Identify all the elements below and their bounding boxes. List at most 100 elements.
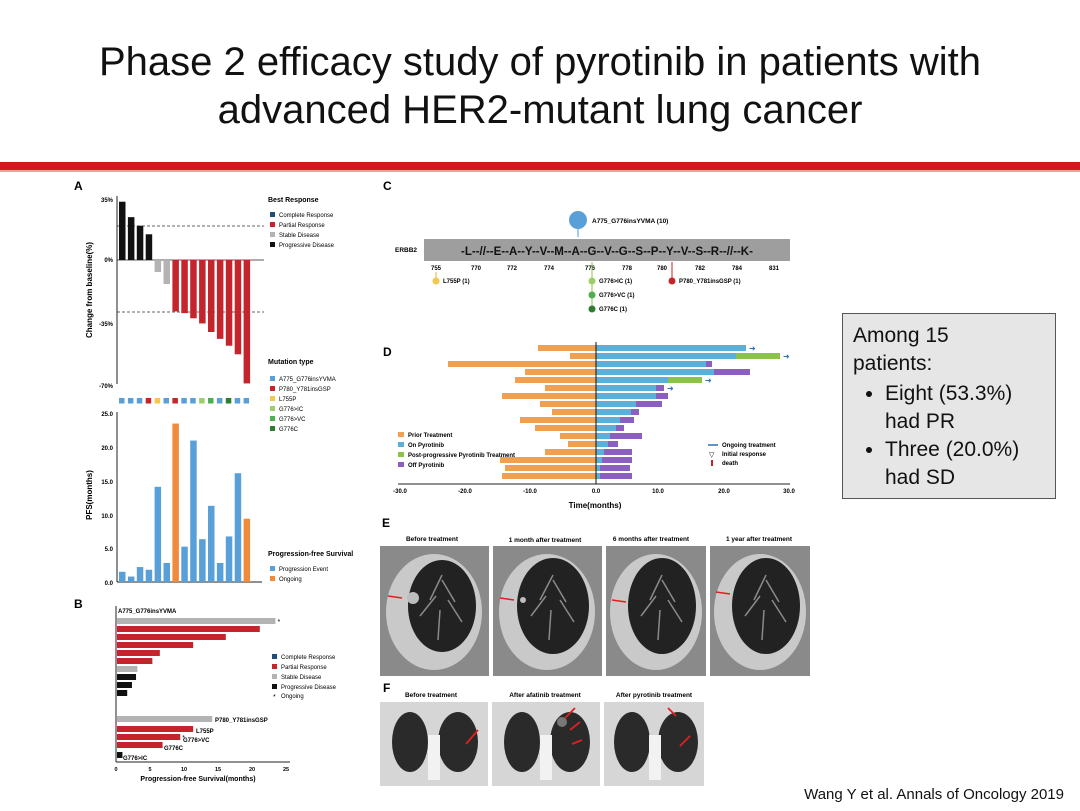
callout-bullet-sd-line1: Three (20.0%) — [885, 438, 1020, 461]
mut-swatch-g776vc — [270, 416, 275, 421]
mut-swatch-l755p — [270, 396, 275, 401]
finding-arrow-icon — [611, 599, 627, 603]
legend-swatch-cr — [270, 212, 275, 217]
ct-lung — [628, 558, 696, 654]
lollipop-head-p780 — [668, 277, 676, 285]
legend-label: Progressive Disease — [279, 243, 335, 249]
swimmer-swatch-cr — [272, 654, 277, 659]
timeline-xtick: -30.0 — [393, 489, 407, 495]
ct-image-e1 — [380, 546, 489, 676]
swimmer-bar — [117, 682, 132, 688]
mutation-marker — [127, 398, 134, 404]
timeline-on — [596, 385, 656, 391]
swimmer-bar — [117, 634, 226, 640]
ct-image-e4 — [710, 546, 810, 676]
timeline-off — [656, 393, 668, 399]
pfs-bar — [145, 569, 153, 582]
death-marker-icon — [711, 460, 713, 466]
ct-lung — [517, 558, 589, 654]
timeline-xtick: 10.0 — [652, 489, 664, 495]
sequence-position: 770 — [471, 266, 482, 272]
sequence-position: 831 — [769, 266, 780, 272]
swimmer-group-label: A775_G776insYVMA — [118, 609, 177, 615]
mut-label: G776>IC — [279, 407, 304, 413]
title-divider — [0, 162, 1080, 170]
timeline-prior — [500, 457, 596, 463]
waterfall-bar — [208, 260, 215, 332]
ct-caption: 1 year after treatment — [726, 536, 793, 543]
panel-b: B A775_G776insYVMA ** P780_Y781insGSP L7… — [74, 597, 337, 783]
timeline-on — [596, 417, 620, 423]
callout-bullet-pr: Eight (53.3%) had PR — [885, 380, 1045, 436]
sequence-position: 776 — [585, 266, 596, 272]
mut-swatch-g776c — [270, 426, 275, 431]
swimmer-xtick: 25 — [283, 767, 289, 773]
pfs-ytick: 25.0 — [101, 412, 113, 418]
timeline-rows: ➜ ➜ ➜ ➜ — [448, 344, 790, 479]
timeline-on — [596, 353, 736, 359]
swimmer-bar — [117, 742, 163, 748]
pfs-legend-label: Ongoing — [279, 577, 302, 583]
mut-swatch-a775 — [270, 376, 275, 381]
ct-lung-right — [550, 712, 590, 772]
timeline-on — [596, 433, 610, 439]
panel-a: A Change from baseline(%) 35% 0% -35% -7… — [74, 179, 353, 587]
panel-c-letter: C — [383, 179, 392, 193]
ct-vessels — [744, 574, 787, 641]
ct-lung-right — [658, 712, 698, 772]
figure: A Change from baseline(%) 35% 0% -35% -7… — [74, 179, 810, 786]
ongoing-arrow-icon: ➜ — [749, 344, 756, 353]
timeline-on — [596, 409, 631, 415]
slide-title: Phase 2 efficacy study of pyrotinib in p… — [0, 38, 1080, 134]
waterfall-bar — [127, 217, 135, 260]
ongoing-marker-icon: * — [273, 694, 276, 701]
finding-arrow-icon — [715, 591, 731, 595]
finding-arrow-icon — [465, 729, 479, 745]
lollipop-label: L755P (1) — [443, 279, 470, 285]
ct-image-f1 — [380, 702, 488, 786]
timeline-xtick: 0.0 — [592, 489, 601, 495]
swimmer-xlabel: Progression-free Survival(months) — [140, 776, 255, 783]
swimmer-bar — [117, 618, 276, 624]
title-line-2: advanced HER2-mutant lung cancer — [217, 88, 863, 132]
swimmer-bar — [117, 650, 160, 656]
sequence-position: 782 — [695, 266, 706, 272]
ct-vessels — [419, 574, 463, 641]
ongoing-arrow-icon: ➜ — [667, 384, 674, 393]
legend-swatch-pr — [270, 222, 275, 227]
mutation-marker — [225, 398, 232, 404]
waterfall-bar — [243, 260, 251, 384]
ct-vessels — [640, 574, 683, 641]
waterfall-bar — [172, 260, 179, 312]
mutation-strip — [119, 398, 250, 404]
sequence-position: 772 — [507, 266, 518, 272]
legend-swatch-pd — [270, 242, 275, 247]
timeline-off — [608, 441, 618, 447]
timeline-swatch-post — [398, 452, 404, 457]
swimmer-bar — [117, 734, 181, 740]
waterfall-bar — [216, 260, 224, 339]
mutation-marker — [234, 398, 241, 404]
ct-caption: After pyrotinib treatment — [616, 692, 693, 699]
panel-f: F Before treatment After afatinib treatm… — [380, 681, 704, 786]
timeline-off — [620, 417, 634, 423]
swimmer-xtick: 20 — [249, 767, 255, 773]
timeline-prior — [502, 473, 596, 479]
lollipop-label: G776C (1) — [599, 307, 627, 313]
waterfall-bar — [181, 260, 188, 314]
ct-image-f3 — [604, 702, 704, 786]
title-divider-shadow — [0, 170, 1080, 172]
protein-sequence-bar — [424, 239, 790, 261]
timeline-prior — [520, 417, 596, 423]
pfs-bar — [136, 567, 144, 582]
pfs-bar — [243, 518, 251, 582]
timeline-prior — [515, 377, 596, 383]
timeline-off — [706, 361, 712, 367]
timeline-xlabel: Time(months) — [569, 501, 622, 510]
mutation-marker — [208, 398, 214, 404]
callout-bullet-pr-line1: Eight (53.3%) — [885, 382, 1013, 405]
swimmer-bar — [117, 658, 153, 664]
timeline-prior — [502, 393, 596, 399]
swimmer-legend-label: Complete Response — [281, 655, 336, 661]
ongoing-marker-icon: * — [277, 619, 280, 626]
